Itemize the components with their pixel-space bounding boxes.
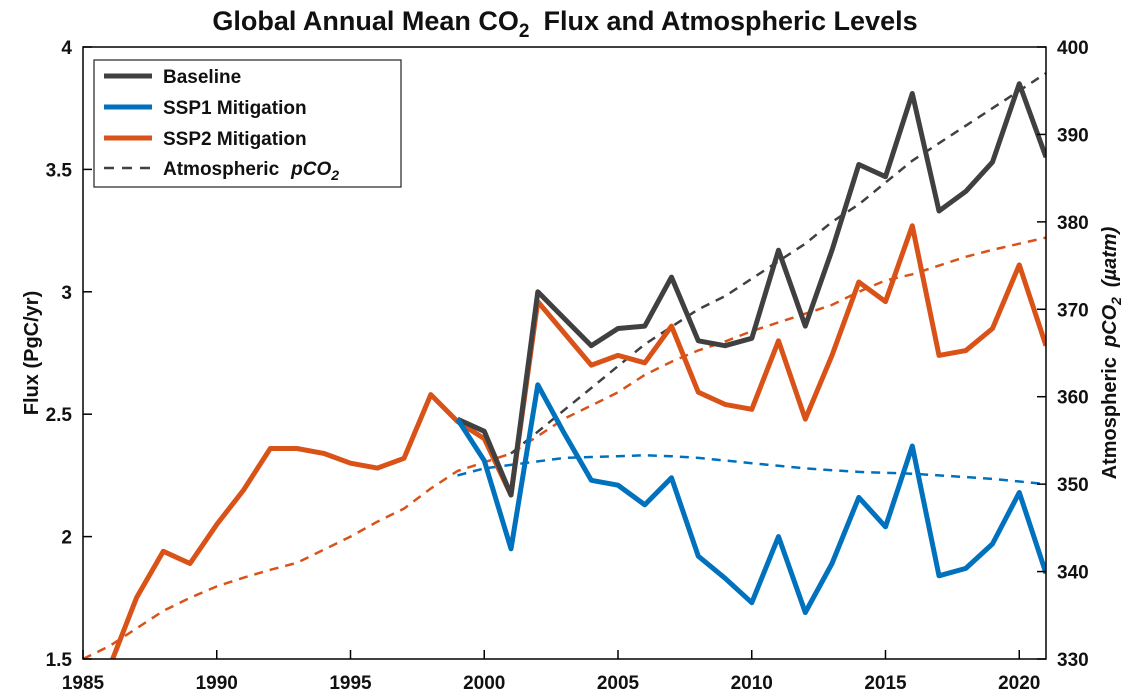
series-line-atmospheric-pco2-ssp1 bbox=[457, 454, 1046, 486]
legend-atmospheric-text: Atmospheric bbox=[163, 159, 280, 180]
series-line-atmospheric-pco2-baseline bbox=[510, 72, 1046, 455]
y-tick-label: 3.5 bbox=[46, 160, 73, 181]
y2-tick-label: 390 bbox=[1057, 125, 1089, 146]
y2-label-subscript: 2 bbox=[1108, 297, 1124, 306]
title-main: Global Annual Mean CO bbox=[212, 6, 519, 36]
legend-atmospheric-subscript: 2 bbox=[330, 167, 339, 183]
series-line-ssp2-mitigation bbox=[109, 223, 1046, 659]
chart-title: Global Annual Mean CO2 Flux and Atmospher… bbox=[212, 6, 917, 42]
y-tick-label: 1.5 bbox=[46, 650, 73, 671]
y2-tick-label: 400 bbox=[1057, 38, 1089, 59]
y-tick-label: 2 bbox=[61, 528, 72, 549]
y-tick-label: 3 bbox=[61, 283, 72, 304]
legend-atmospheric-pco: pCO bbox=[290, 159, 331, 180]
y2-tick-label: 370 bbox=[1057, 300, 1089, 321]
legend: Baseline SSP1 Mitigation SSP2 Mitigation… bbox=[93, 59, 402, 188]
x-tick-label: 2005 bbox=[597, 673, 640, 694]
x-tick-label: 2000 bbox=[463, 673, 505, 694]
x-tick-label: 1995 bbox=[329, 673, 372, 694]
y2-tick-label: 350 bbox=[1057, 475, 1089, 496]
y-tick-label: 4 bbox=[61, 38, 72, 59]
legend-box bbox=[93, 59, 402, 188]
legend-label-atmospheric: Atmospheric pCO2 bbox=[163, 159, 339, 183]
y2-tick-label: 340 bbox=[1057, 563, 1089, 584]
y2-label-pco: pCO bbox=[1099, 304, 1121, 348]
y2-label-prefix: Atmospheric bbox=[1099, 357, 1121, 479]
plot-frame bbox=[82, 46, 1047, 660]
x-tick-label: 2020 bbox=[998, 673, 1040, 694]
y2-tick-label: 380 bbox=[1057, 213, 1089, 234]
x-tick-label: 1990 bbox=[196, 673, 238, 694]
y2-tick-label: 330 bbox=[1057, 650, 1089, 671]
legend-label-ssp1: SSP1 Mitigation bbox=[163, 98, 307, 119]
series-line-baseline bbox=[456, 81, 1046, 498]
title-subscript: 2 bbox=[519, 21, 530, 42]
x-tick-label: 1985 bbox=[62, 673, 105, 694]
legend-label-ssp2: SSP2 Mitigation bbox=[163, 129, 307, 150]
y-tick-label: 2.5 bbox=[46, 405, 73, 426]
tick-layer: 1985 1990 1995 2000 2005 2010 2015 2020 1.5 2 2.5 3… bbox=[46, 38, 1089, 694]
title-suffix: Flux and Atmospheric Levels bbox=[544, 6, 918, 36]
series-line-atmospheric-pco2-ssp2 bbox=[83, 236, 1046, 659]
series-layer bbox=[83, 72, 1046, 659]
y-axis-label: Flux (PgC/yr) bbox=[21, 291, 43, 415]
legend-label-baseline: Baseline bbox=[163, 67, 241, 88]
y2-label-unit: (µatm) bbox=[1099, 226, 1121, 287]
series-line-ssp1-mitigation bbox=[455, 382, 1046, 615]
x-tick-label: 2010 bbox=[731, 673, 773, 694]
y2-axis-label: Atmospheric pCO2 (µatm) bbox=[1099, 226, 1124, 479]
x-tick-label: 2015 bbox=[864, 673, 907, 694]
y2-tick-label: 360 bbox=[1057, 388, 1089, 409]
